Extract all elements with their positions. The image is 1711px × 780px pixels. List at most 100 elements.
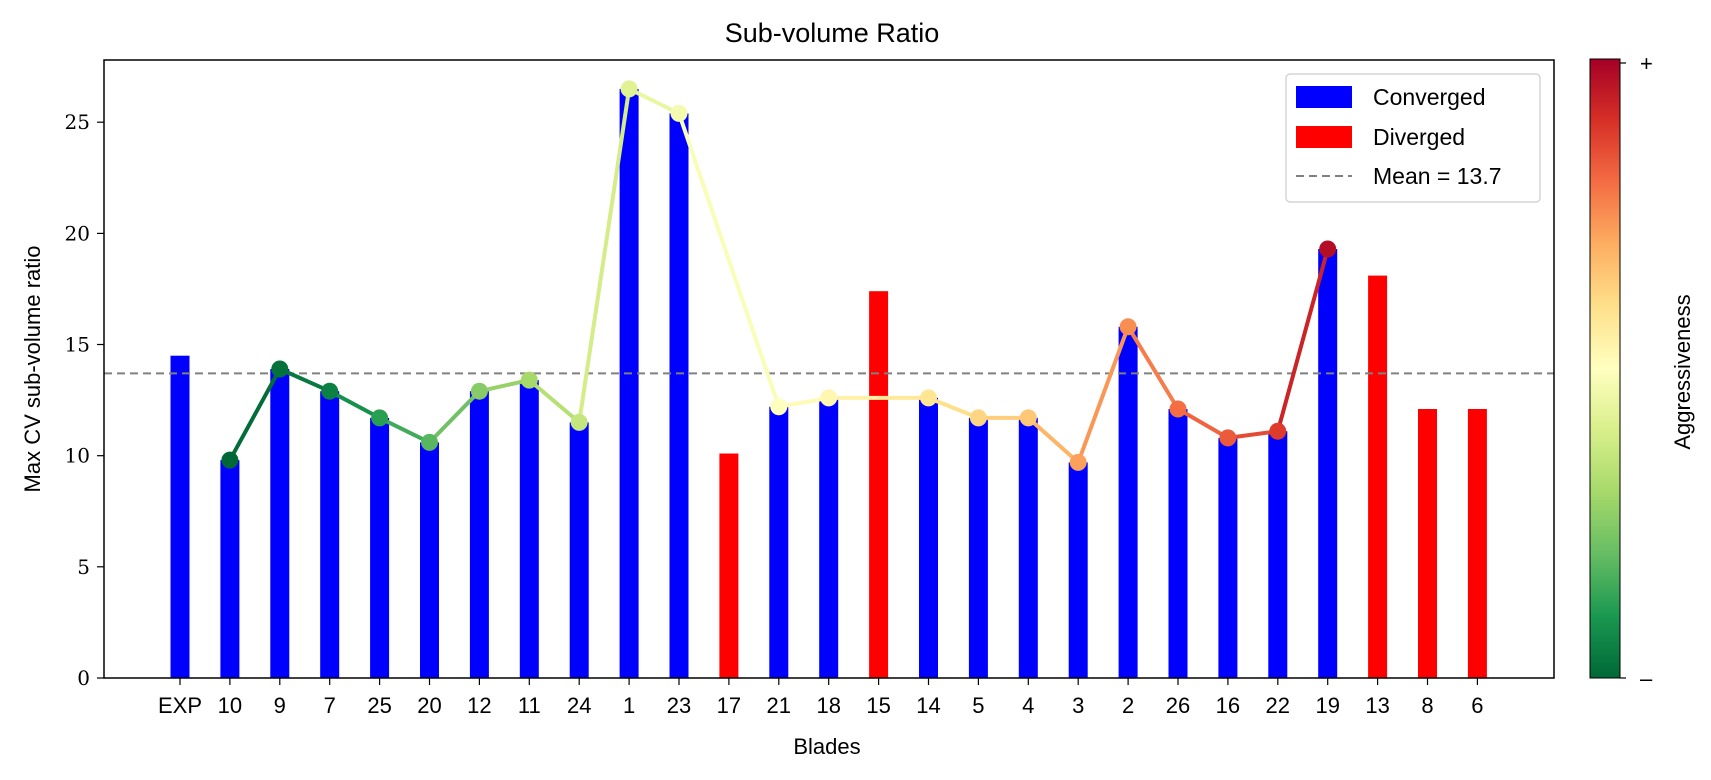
line-point-16 xyxy=(1219,429,1237,447)
bar-14 xyxy=(919,397,938,678)
line-segment-10-9 xyxy=(227,367,282,463)
bar-5 xyxy=(968,417,988,678)
y-tick-label-10: 10 xyxy=(65,444,90,468)
bar-1 xyxy=(619,88,639,678)
bar-12 xyxy=(469,391,489,678)
x-tick-label-18: 18 xyxy=(816,693,840,718)
bar-13 xyxy=(1368,275,1388,678)
x-tick-label-12: 12 xyxy=(467,693,491,718)
line-point-22 xyxy=(1269,422,1287,440)
line-point-3 xyxy=(1069,453,1087,471)
x-tick-label-26: 26 xyxy=(1166,693,1190,718)
colorbar-top-label: + xyxy=(1640,51,1653,76)
bar-15 xyxy=(869,291,889,678)
bar-18 xyxy=(819,397,839,678)
plot-frame xyxy=(103,59,1555,679)
line-point-25 xyxy=(371,409,389,427)
line-segment-7-25 xyxy=(327,389,382,420)
bar-2 xyxy=(1118,326,1138,678)
line-segment-20-12 xyxy=(427,389,482,445)
bar-9 xyxy=(270,369,290,678)
line-segment-23-21 xyxy=(677,111,781,409)
line-point-19 xyxy=(1319,240,1337,258)
bar-26 xyxy=(1168,409,1188,678)
bar-6 xyxy=(1467,409,1487,678)
x-tick-label-17: 17 xyxy=(717,693,741,718)
colorbar-gradient xyxy=(1589,58,1621,679)
x-tick-label-exp: EXP xyxy=(158,693,202,718)
x-tick-label-9: 9 xyxy=(274,693,286,718)
x-tick-label-24: 24 xyxy=(567,693,591,718)
bar-24 xyxy=(569,422,589,678)
line-point-5 xyxy=(969,409,987,427)
x-axis-label: Blades xyxy=(793,734,860,759)
line-point-14 xyxy=(920,389,937,407)
x-tick-label-8: 8 xyxy=(1421,693,1433,718)
y-axis-label: Max CV sub-volume ratio xyxy=(20,246,45,493)
x-tick-label-5: 5 xyxy=(972,693,984,718)
x-tick-label-25: 25 xyxy=(367,693,391,718)
y-tick-label-0: 0 xyxy=(77,666,90,690)
line-point-20 xyxy=(421,433,438,451)
line-point-7 xyxy=(321,382,339,400)
line-segment-14-5 xyxy=(926,395,981,420)
bar-exp xyxy=(170,355,190,678)
x-tick-label-22: 22 xyxy=(1266,693,1290,718)
chart-title: Sub-volume Ratio xyxy=(725,18,940,48)
line-segment-9-7 xyxy=(277,367,332,394)
line-point-12 xyxy=(470,382,488,400)
bar-23 xyxy=(669,113,689,678)
x-tick-label-11: 11 xyxy=(518,693,541,718)
x-tick-label-3: 3 xyxy=(1072,693,1084,718)
x-tick-label-20: 20 xyxy=(417,693,441,718)
line-point-1 xyxy=(620,80,638,98)
x-tick-label-4: 4 xyxy=(1022,693,1034,718)
line-point-26 xyxy=(1169,400,1187,418)
line-point-10 xyxy=(221,451,239,469)
x-tick-label-6: 6 xyxy=(1471,693,1483,718)
bar-7 xyxy=(320,391,340,678)
line-point-9 xyxy=(271,360,289,378)
colorbar-label: Aggressiveness xyxy=(1670,294,1695,449)
line-segment-22-19 xyxy=(1275,247,1330,434)
line-point-4 xyxy=(1019,409,1037,427)
bar-20 xyxy=(420,442,439,678)
line-point-18 xyxy=(820,389,838,407)
legend-swatch-diverged xyxy=(1296,126,1352,148)
line-segment-3-2 xyxy=(1076,324,1131,465)
x-tick-label-15: 15 xyxy=(866,693,890,718)
x-tick-label-19: 19 xyxy=(1315,693,1339,718)
bar-21 xyxy=(769,406,789,678)
x-tick-label-16: 16 xyxy=(1216,693,1240,718)
bar-16 xyxy=(1218,437,1238,678)
y-tick-label-25: 25 xyxy=(65,110,90,134)
x-tick-label-10: 10 xyxy=(218,693,242,718)
line-segment-11-24 xyxy=(527,378,582,425)
legend: Converged Diverged Mean = 13.7 xyxy=(1285,73,1541,203)
line-segment-12-11 xyxy=(477,378,532,394)
y-tick-label-20: 20 xyxy=(65,221,90,245)
bar-25 xyxy=(370,417,390,678)
legend-label-mean: Mean = 13.7 xyxy=(1373,163,1502,189)
legend-label-diverged: Diverged xyxy=(1373,124,1465,150)
x-tick-label-23: 23 xyxy=(667,693,691,718)
bar-22 xyxy=(1268,431,1288,678)
x-tick-label-2: 2 xyxy=(1122,693,1134,718)
legend-swatch-converged xyxy=(1296,86,1352,108)
line-point-23 xyxy=(670,104,688,122)
bar-10 xyxy=(220,460,240,678)
line-point-2 xyxy=(1119,318,1137,336)
line-segment-25-20 xyxy=(377,415,432,445)
bar-8 xyxy=(1418,409,1437,678)
line-segment-2-26 xyxy=(1126,324,1180,411)
x-tick-label-13: 13 xyxy=(1365,693,1389,718)
bar-4 xyxy=(1018,417,1038,678)
legend-label-converged: Converged xyxy=(1373,84,1486,110)
line-segment-1-23 xyxy=(627,86,681,116)
bar-17 xyxy=(719,453,739,678)
bar-11 xyxy=(519,380,539,678)
line-segment-4-3 xyxy=(1026,415,1081,465)
line-point-24 xyxy=(570,413,588,431)
